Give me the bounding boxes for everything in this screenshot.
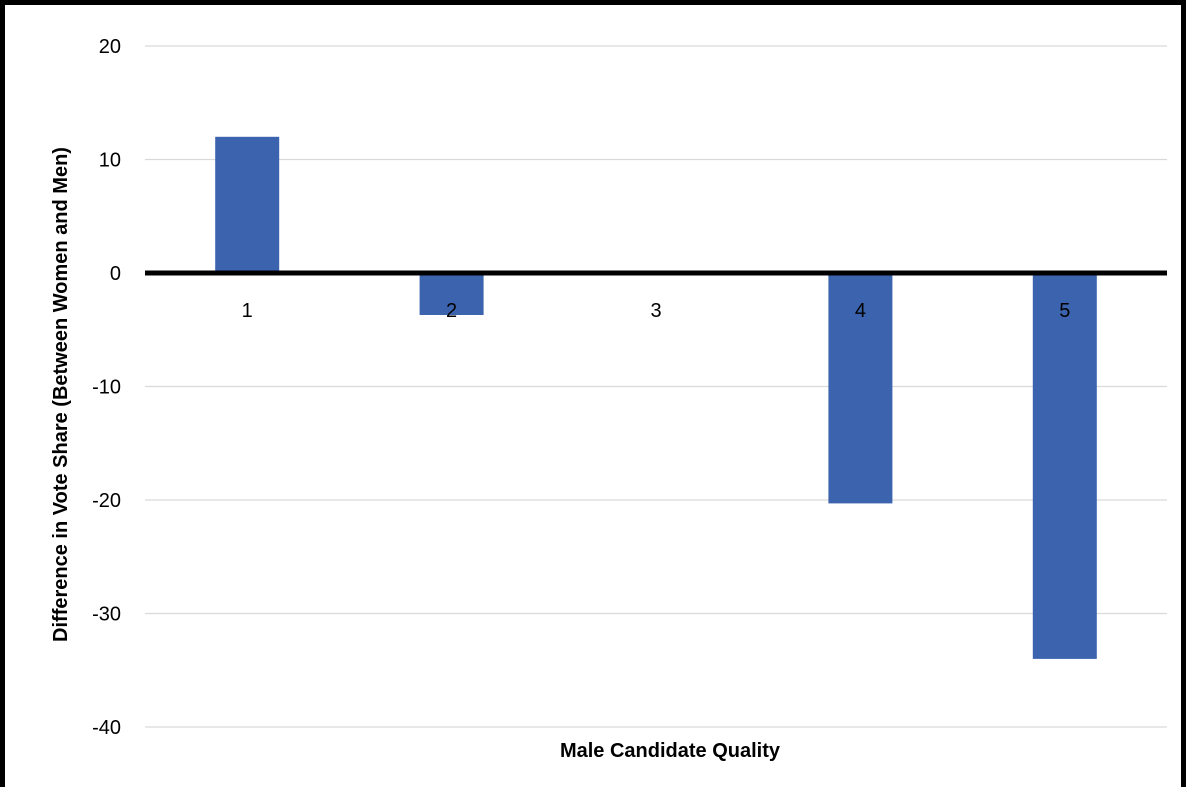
y-tick-label: 0 xyxy=(110,263,121,285)
bar-5 xyxy=(1032,273,1097,659)
y-tick-label: -40 xyxy=(92,717,121,739)
bar-2 xyxy=(419,273,484,315)
x-tick-label: 1 xyxy=(242,300,253,322)
x-tick-label: 4 xyxy=(855,300,866,322)
y-tick-label: 20 xyxy=(99,36,121,58)
y-axis-title: Difference in Vote Share (Between Women … xyxy=(50,147,72,642)
x-tick-labels: 1 2 3 4 5 xyxy=(242,300,1071,322)
y-tick-label: -20 xyxy=(92,490,121,512)
x-tick-label: 5 xyxy=(1059,300,1070,322)
bar-4 xyxy=(828,273,893,504)
x-axis-title: Male Candidate Quality xyxy=(560,740,781,762)
y-tick-label: -30 xyxy=(92,604,121,626)
bar-1 xyxy=(215,136,280,273)
bars xyxy=(215,136,1097,659)
gridlines xyxy=(145,45,1167,728)
y-tick-label: 10 xyxy=(99,150,121,172)
x-tick-label: 2 xyxy=(446,300,457,322)
y-tick-label: -10 xyxy=(92,377,121,399)
x-tick-label: 3 xyxy=(650,300,661,322)
bar-chart: 20 10 0 -10 -20 -30 -40 1 2 3 4 5 Difference in Vo… xyxy=(50,36,1167,762)
y-tick-labels: 20 10 0 -10 -20 -30 -40 xyxy=(92,36,121,739)
